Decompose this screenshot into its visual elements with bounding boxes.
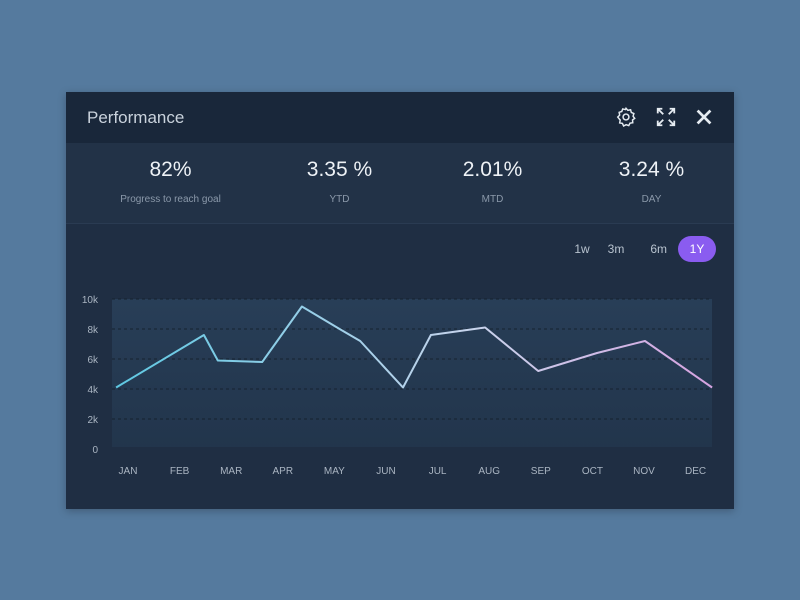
gear-icon[interactable] [615, 106, 637, 128]
range-1w[interactable]: 1w [574, 242, 590, 256]
x-tick-label: JAN [119, 466, 138, 477]
x-tick-label: FEB [170, 466, 190, 477]
stat-day: 3.24 % DAY [568, 143, 735, 205]
range-1y[interactable]: 1Y [678, 236, 716, 262]
stat-value: 3.24 % [618, 158, 685, 181]
stat-value: 3.35 % [306, 158, 373, 181]
stat-progress: 82% Progress to reach goal [87, 143, 254, 205]
range-6m[interactable]: 6m [650, 242, 667, 256]
range-selector: 1w 3m 6m 1Y [567, 236, 716, 262]
stat-value: 2.01% [462, 158, 523, 181]
series-line [115, 305, 713, 389]
range-3m[interactable]: 3m [607, 242, 625, 256]
x-tick-label: JUN [376, 466, 395, 477]
stats-row: 82% Progress to reach goal 3.35 % YTD 2.… [66, 143, 734, 224]
expand-icon[interactable] [655, 106, 677, 128]
stat-label: MTD [481, 194, 504, 205]
x-tick-label: JUL [429, 466, 447, 477]
y-tick-label: 8k [87, 325, 99, 336]
x-tick-label: AUG [478, 466, 500, 477]
widget-title: Performance [87, 108, 185, 127]
x-tick-label: OCT [582, 466, 603, 477]
widget-header: Performance [66, 92, 734, 143]
y-tick-label: 4k [87, 385, 99, 396]
stat-mtd: 2.01% MTD [409, 143, 576, 205]
x-tick-label: MAR [220, 466, 242, 477]
performance-chart: 0 2k 4k 6k 8k 10k JAN FEB MAR APR MAY JUN JUL AUG SEP O… [82, 295, 713, 477]
x-tick-label: MAY [324, 466, 345, 477]
close-icon[interactable] [693, 106, 715, 128]
x-tick-label: SEP [531, 466, 551, 477]
y-tick-label: 2k [87, 415, 99, 426]
y-tick-label: 10k [82, 295, 99, 306]
stat-value: 82% [149, 158, 192, 181]
y-tick-label: 6k [87, 355, 99, 366]
y-tick-label: 0 [92, 445, 98, 456]
x-tick-label: DEC [685, 466, 706, 477]
stat-label: YTD [329, 194, 350, 205]
x-tick-label: APR [273, 466, 294, 477]
stat-label: DAY [641, 194, 662, 205]
plot-area [112, 299, 712, 447]
performance-widget: Performance 82% Progress to reach goal 3… [66, 92, 734, 509]
stat-ytd: 3.35 % YTD [256, 143, 423, 205]
x-tick-label: NOV [633, 466, 655, 477]
stat-label: Progress to reach goal [120, 194, 221, 205]
